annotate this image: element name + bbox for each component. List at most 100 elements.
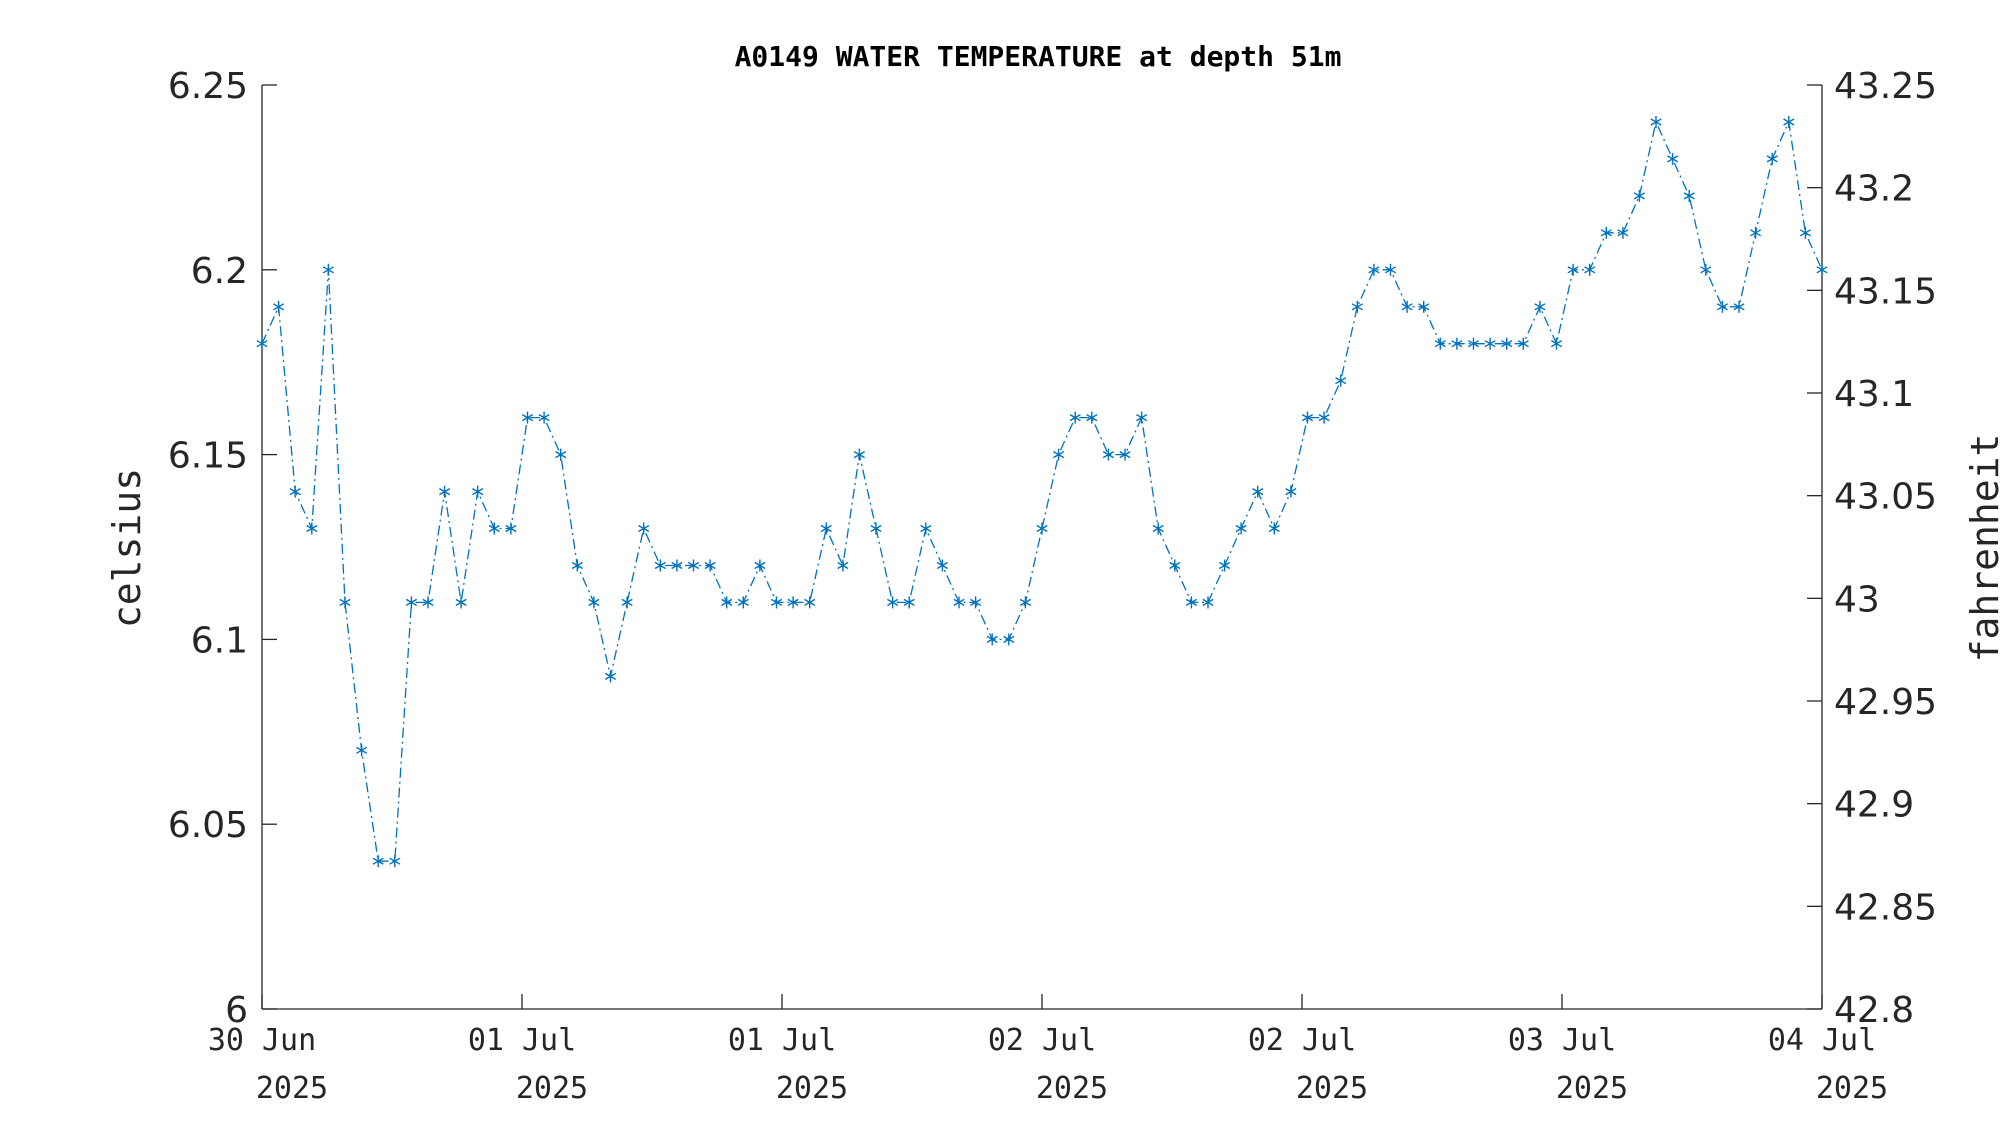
marker-stroke — [588, 598, 600, 607]
marker-stroke — [1550, 340, 1563, 348]
marker-stroke — [1434, 340, 1446, 348]
data-point — [1816, 263, 1828, 276]
data-point — [405, 596, 417, 609]
left-y-tick-label: 6.25 — [168, 66, 248, 107]
data-point — [1219, 559, 1231, 572]
marker-stroke — [1003, 635, 1015, 644]
marker-stroke — [1584, 266, 1596, 274]
data-point — [1019, 596, 1031, 609]
x-tick-day-label: 02 Jul — [1248, 1023, 1356, 1058]
data-point — [1600, 226, 1612, 239]
data-point — [887, 596, 899, 609]
right-y-tick-label: 42.9 — [1834, 785, 1914, 826]
right-y-tick-label: 42.8 — [1834, 990, 1914, 1031]
marker-stroke — [372, 857, 384, 865]
data-point — [654, 559, 666, 572]
data-point — [322, 263, 334, 276]
data-point — [837, 559, 849, 572]
marker-stroke — [1285, 487, 1297, 496]
marker-stroke — [1102, 450, 1114, 459]
marker-stroke — [1600, 229, 1612, 237]
marker-stroke — [256, 340, 268, 348]
left-y-tick-label: 6.05 — [168, 805, 248, 846]
data-point — [1766, 152, 1778, 165]
data-point — [1418, 300, 1430, 313]
data-point — [1351, 300, 1363, 313]
marker-stroke — [870, 524, 882, 533]
data-point — [1501, 337, 1513, 350]
marker-stroke — [488, 524, 500, 533]
data-point — [455, 596, 467, 609]
data-point — [770, 596, 783, 609]
marker-stroke — [1766, 155, 1778, 163]
right-y-axis: 42.8 42.85 42.9 42.95 43 43.05 43.1 43.15 43.2 43… — [1807, 66, 1937, 1031]
marker-stroke — [820, 524, 832, 533]
left-y-tick-label: 6 — [225, 990, 248, 1031]
marker-stroke — [671, 561, 683, 570]
marker-stroke — [555, 450, 567, 459]
data-point — [505, 522, 517, 535]
marker-stroke — [1467, 340, 1480, 348]
data-point — [1567, 263, 1579, 276]
data-point — [439, 485, 451, 498]
right-y-tick-label: 42.95 — [1834, 682, 1937, 723]
data-point — [1102, 448, 1114, 461]
data-point — [1202, 596, 1214, 609]
marker-stroke — [1268, 524, 1280, 533]
marker-stroke — [1716, 303, 1728, 311]
marker-stroke — [1185, 598, 1197, 607]
marker-stroke — [1667, 155, 1679, 163]
data-point — [1401, 300, 1413, 313]
marker-stroke — [1733, 303, 1745, 311]
marker-stroke — [903, 598, 915, 607]
chart-title: A0149 WATER TEMPERATURE at depth 51m — [735, 40, 1342, 73]
data-point — [1136, 411, 1148, 424]
data-point — [1301, 411, 1314, 424]
marker-stroke — [737, 598, 749, 607]
marker-stroke — [621, 598, 633, 607]
marker-stroke — [1700, 266, 1712, 274]
data-point — [1268, 522, 1280, 535]
data-point — [555, 448, 567, 461]
right-y-tick-label: 43.25 — [1834, 66, 1937, 107]
data-point — [1484, 337, 1496, 350]
data-point — [1053, 448, 1065, 461]
data-point — [289, 485, 301, 498]
marker-stroke — [339, 598, 351, 607]
marker-stroke — [1235, 524, 1247, 533]
marker-stroke — [970, 598, 982, 607]
data-point — [604, 670, 617, 683]
data-point — [1451, 337, 1463, 350]
marker-stroke — [538, 413, 550, 422]
marker-stroke — [1567, 266, 1579, 274]
marker-stroke — [1301, 413, 1314, 422]
data-point — [339, 596, 351, 609]
marker-stroke — [1069, 413, 1081, 422]
marker-stroke — [1783, 118, 1795, 126]
marker-stroke — [273, 303, 285, 311]
right-y-tick-label: 43.15 — [1834, 271, 1937, 312]
x-tick-year-label: 2025 — [776, 1071, 848, 1106]
data-point — [256, 337, 268, 350]
marker-stroke — [704, 561, 716, 570]
data-point — [1119, 448, 1131, 461]
data-point — [1700, 263, 1712, 276]
data-point — [754, 559, 766, 572]
data-point — [356, 744, 368, 757]
data-point — [571, 559, 583, 572]
marker-stroke — [936, 561, 948, 570]
x-tick-day-label: 01 Jul — [728, 1023, 836, 1058]
data-point — [687, 559, 700, 572]
data-point — [1733, 300, 1745, 313]
data-point — [986, 633, 998, 646]
marker-stroke — [770, 598, 783, 607]
marker-stroke — [505, 524, 517, 533]
marker-stroke — [604, 672, 617, 681]
right-y-tick-label: 43.05 — [1834, 477, 1937, 518]
data-point — [1750, 226, 1762, 239]
marker-stroke — [455, 598, 467, 607]
data-point — [970, 596, 982, 609]
x-tick-year-label: 2025 — [516, 1071, 588, 1106]
marker-stroke — [953, 598, 965, 607]
marker-stroke — [1534, 303, 1546, 311]
